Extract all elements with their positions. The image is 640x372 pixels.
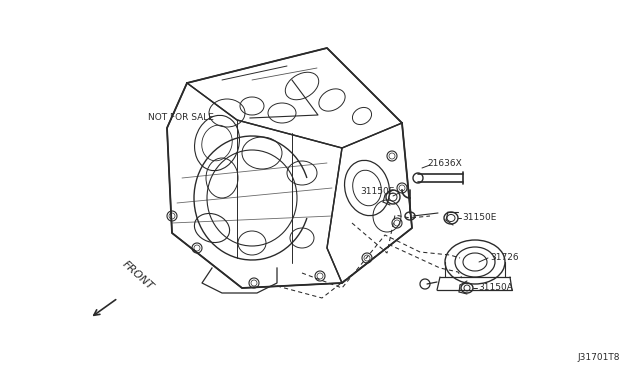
Text: 21636X: 21636X <box>427 158 461 167</box>
Text: NOT FOR SALE: NOT FOR SALE <box>148 113 214 122</box>
Text: 31150A: 31150A <box>478 283 513 292</box>
Text: FRONT: FRONT <box>120 259 155 292</box>
Text: 31150E: 31150E <box>462 214 497 222</box>
Text: 31150E: 31150E <box>360 187 394 196</box>
Text: J31701T8: J31701T8 <box>577 353 620 362</box>
Text: 31726: 31726 <box>490 253 518 263</box>
